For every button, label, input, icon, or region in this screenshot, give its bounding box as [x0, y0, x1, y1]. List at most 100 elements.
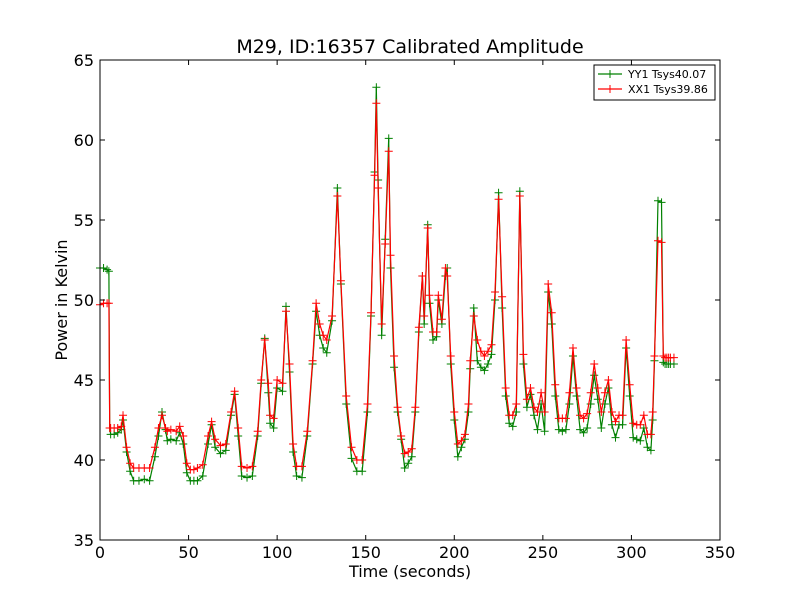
- data-point: [216, 449, 225, 458]
- data-point: [154, 432, 163, 440]
- data-point: [292, 472, 301, 480]
- data-point: [590, 371, 599, 380]
- data-point: [453, 440, 462, 448]
- data-point: [154, 424, 163, 432]
- data-point: [432, 328, 441, 336]
- data-point: [117, 422, 126, 431]
- data-point: [646, 446, 655, 455]
- data-point: [473, 356, 482, 365]
- data-point: [119, 411, 128, 420]
- data-point: [322, 336, 331, 344]
- data-point: [372, 99, 381, 108]
- data-point: [420, 312, 429, 320]
- legend-label: XX1 Tsys39.86: [628, 83, 708, 96]
- data-point: [604, 376, 613, 384]
- data-point: [411, 403, 420, 412]
- data-point: [508, 422, 517, 431]
- data-point: [501, 392, 510, 400]
- data-point: [657, 238, 666, 247]
- data-point: [480, 352, 489, 360]
- data-point: [248, 472, 257, 480]
- x-tick-label: 300: [616, 543, 647, 562]
- data-point: [243, 464, 252, 472]
- data-point: [593, 395, 602, 404]
- data-point: [579, 428, 588, 437]
- data-point: [639, 411, 648, 420]
- data-point: [342, 392, 351, 400]
- data-point: [558, 427, 567, 436]
- data-point: [501, 384, 510, 392]
- data-point: [193, 464, 202, 472]
- data-point: [363, 400, 372, 408]
- data-point: [597, 408, 606, 416]
- y-tick-label: 65: [74, 51, 94, 70]
- data-point: [522, 395, 531, 404]
- data-point: [230, 387, 239, 396]
- data-point: [221, 440, 230, 448]
- data-point: [145, 464, 154, 472]
- data-point: [636, 420, 645, 429]
- data-point: [377, 331, 386, 340]
- data-point: [429, 336, 438, 344]
- data-point: [460, 430, 469, 439]
- data-point: [166, 435, 175, 444]
- data-point: [374, 184, 383, 192]
- data-point: [669, 353, 678, 362]
- x-tick-label: 150: [350, 543, 381, 562]
- data-point: [611, 433, 620, 442]
- data-point: [425, 291, 434, 300]
- data-point: [505, 419, 514, 428]
- data-point: [404, 448, 413, 456]
- data-point: [466, 356, 475, 365]
- data-point: [145, 476, 154, 485]
- y-tick-label: 50: [74, 291, 94, 310]
- data-point: [175, 422, 184, 431]
- data-point: [464, 400, 473, 408]
- data-point: [629, 433, 638, 442]
- legend-box: [593, 64, 716, 101]
- data-point: [260, 336, 269, 344]
- legend: YY1 Tsys40.07 XX1 Tsys39.86: [593, 64, 716, 101]
- data-point: [565, 400, 574, 408]
- data-point: [657, 198, 666, 207]
- data-point: [446, 352, 455, 360]
- data-point: [319, 344, 328, 352]
- data-point: [377, 320, 386, 328]
- data-point: [358, 467, 367, 476]
- data-point: [654, 196, 662, 205]
- data-point: [204, 432, 213, 440]
- data-point: [333, 192, 342, 200]
- data-point: [347, 443, 356, 452]
- data-point: [257, 376, 266, 384]
- data-point: [643, 443, 652, 452]
- y-tick-label: 40: [74, 451, 94, 470]
- data-point: [182, 468, 191, 477]
- data-point: [583, 409, 592, 418]
- data-point: [397, 432, 406, 440]
- data-point: [285, 360, 294, 368]
- data-point: [227, 408, 236, 416]
- data-point: [491, 288, 500, 296]
- data-point: [476, 347, 485, 356]
- data-point: [282, 307, 290, 316]
- data-point: [629, 419, 638, 428]
- data-point: [99, 264, 108, 272]
- data-point: [104, 267, 113, 276]
- data-point: [264, 379, 273, 388]
- data-point: [266, 411, 275, 420]
- data-point: [498, 292, 507, 301]
- data-point: [622, 336, 631, 344]
- data-point: [618, 411, 627, 420]
- series-2: [96, 99, 678, 474]
- data-point: [303, 427, 312, 436]
- chart-title: M29, ID:16357 Calibrated Amplitude: [236, 36, 583, 58]
- data-point: [198, 472, 207, 480]
- data-point: [423, 224, 432, 232]
- data-point: [572, 384, 581, 392]
- data-point: [522, 403, 531, 412]
- x-axis-label: Time (seconds): [348, 562, 471, 581]
- data-point: [530, 403, 538, 412]
- data-point: [104, 299, 113, 308]
- data-point: [367, 308, 376, 317]
- data-point: [540, 408, 549, 416]
